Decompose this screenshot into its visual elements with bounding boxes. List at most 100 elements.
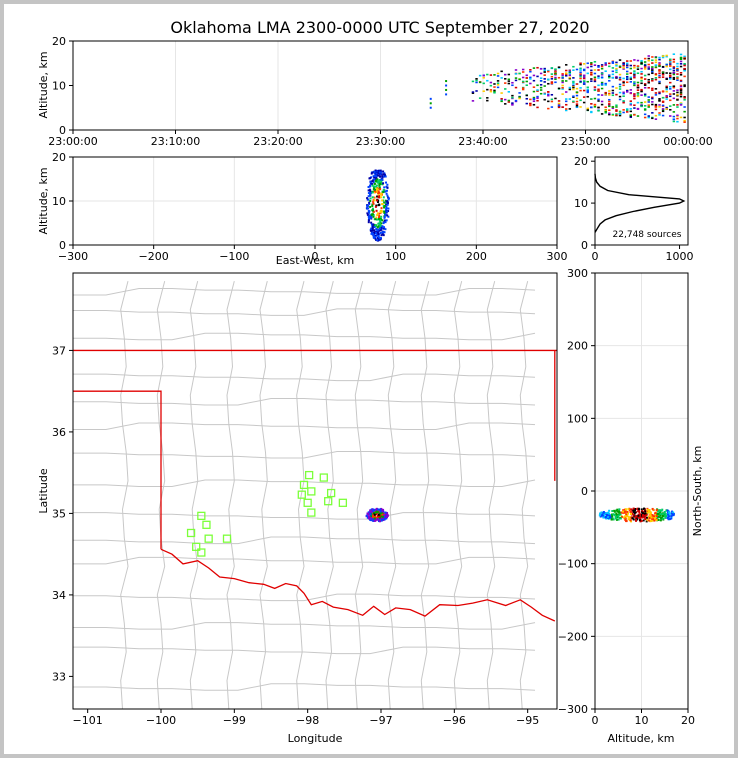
- ns-source-mark: [603, 513, 606, 516]
- time-source-mark: [643, 94, 647, 97]
- time-source-mark: [643, 84, 647, 86]
- ns-source-mark: [651, 507, 654, 510]
- ew-source-mark: [377, 190, 380, 193]
- time-source-mark: [676, 69, 679, 71]
- ns-source-mark: [666, 513, 669, 516]
- time-source-mark: [679, 73, 683, 76]
- plan-source-mark: [375, 512, 378, 515]
- ew-source-mark: [372, 215, 375, 218]
- ns-source-mark: [639, 520, 642, 523]
- time-source-mark: [679, 116, 683, 119]
- time-source-mark: [565, 69, 568, 72]
- time-tick-label: 00:00:00: [663, 135, 712, 148]
- ns-source-mark: [602, 511, 605, 514]
- ew-source-mark: [373, 224, 376, 227]
- time-source-mark: [568, 98, 572, 100]
- time-source-mark: [615, 93, 618, 96]
- ew-source-mark: [384, 221, 387, 224]
- time-source-mark: [654, 74, 658, 76]
- county-border: [73, 370, 536, 382]
- time-source-mark: [590, 78, 593, 80]
- time-source-mark: [622, 92, 625, 95]
- ns-source-mark: [666, 511, 669, 514]
- ns-source-mark: [659, 519, 662, 522]
- time-source-mark: [529, 70, 532, 73]
- ew-source-mark: [381, 176, 384, 179]
- time-source-mark: [539, 86, 543, 89]
- ns-source-mark: [637, 510, 640, 513]
- ns-source-mark: [642, 512, 645, 515]
- ew-source-mark: [377, 169, 380, 172]
- time-source-mark: [661, 110, 665, 113]
- time-source-mark: [633, 81, 636, 83]
- time-source-mark: [651, 70, 654, 73]
- plan-source-mark: [369, 516, 372, 519]
- time-source-mark: [600, 103, 604, 106]
- ns-source-mark: [657, 512, 660, 515]
- time-source-mark: [679, 92, 683, 95]
- time-source-mark: [633, 59, 636, 61]
- time-source-mark: [611, 62, 615, 64]
- ns-source-mark: [649, 520, 652, 523]
- longitude-tick-label: −97: [369, 714, 392, 727]
- time-source-mark: [672, 78, 676, 80]
- time-source-mark: [572, 85, 575, 88]
- time-source-mark: [529, 104, 532, 107]
- time-source-mark: [511, 102, 514, 104]
- time-source-mark: [550, 75, 554, 78]
- lma-station-marker: [197, 548, 206, 557]
- time-source-mark: [669, 68, 672, 71]
- ns-source-mark: [640, 519, 643, 522]
- time-source-mark: [600, 100, 604, 103]
- ns-source-mark: [617, 516, 620, 519]
- ew-source-mark: [372, 210, 375, 213]
- ew-source-mark: [366, 212, 369, 215]
- time-source-mark: [597, 106, 600, 109]
- time-source-mark: [647, 104, 650, 107]
- time-source-mark: [683, 119, 686, 122]
- time-source-mark: [593, 69, 597, 71]
- time-source-mark: [572, 84, 575, 87]
- lma-station-marker: [303, 498, 312, 507]
- ew-source-mark: [373, 175, 376, 178]
- ns-source-mark: [655, 517, 658, 520]
- ew-source-mark: [381, 233, 384, 236]
- county-border: [73, 619, 536, 630]
- time-source-mark: [597, 66, 600, 68]
- plan-source-mark: [366, 512, 369, 515]
- time-source-mark: [651, 112, 654, 114]
- time-source-mark: [496, 80, 500, 82]
- time-source-mark: [636, 95, 640, 98]
- time-source-mark: [633, 104, 636, 107]
- plan-source-mark: [384, 511, 387, 514]
- time-source-mark: [647, 99, 650, 101]
- time-source-mark: [633, 64, 636, 67]
- lma-station-marker: [324, 497, 333, 506]
- time-source-mark: [504, 78, 507, 80]
- time-source-mark: [547, 91, 550, 93]
- time-source-mark: [608, 109, 611, 112]
- time-source-mark: [654, 106, 658, 108]
- longitude-tick-label: −98: [296, 714, 319, 727]
- time-source-mark: [683, 75, 686, 78]
- time-source-mark: [669, 65, 672, 67]
- ns-source-mark: [647, 519, 650, 522]
- ew-source-mark: [375, 216, 378, 219]
- ew-source-mark: [372, 223, 375, 226]
- ew-source-mark: [384, 175, 387, 178]
- ns-source-mark: [615, 509, 618, 512]
- time-source-mark: [608, 112, 611, 115]
- time-source-mark: [633, 72, 636, 74]
- time-source-mark: [643, 113, 647, 116]
- ew-source-mark: [373, 182, 376, 185]
- time-source-mark: [633, 70, 636, 72]
- time-source-mark: [507, 73, 511, 76]
- ew-source-mark: [383, 216, 386, 219]
- time-source-mark: [669, 72, 672, 75]
- time-source-mark: [493, 91, 496, 94]
- time-source-mark: [676, 117, 679, 120]
- time-source-mark: [679, 95, 683, 98]
- time-source-mark: [547, 100, 550, 103]
- plan-source-mark: [383, 514, 386, 517]
- time-source-mark: [568, 77, 572, 80]
